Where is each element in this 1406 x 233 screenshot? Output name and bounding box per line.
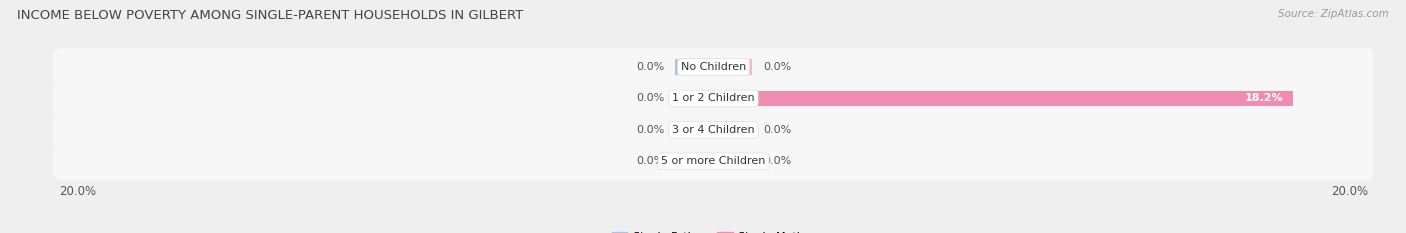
Text: 1 or 2 Children: 1 or 2 Children xyxy=(672,93,755,103)
Text: No Children: No Children xyxy=(681,62,747,72)
Text: INCOME BELOW POVERTY AMONG SINGLE-PARENT HOUSEHOLDS IN GILBERT: INCOME BELOW POVERTY AMONG SINGLE-PARENT… xyxy=(17,9,523,22)
Bar xyxy=(714,91,1292,106)
Text: 18.2%: 18.2% xyxy=(1244,93,1282,103)
Text: 0.0%: 0.0% xyxy=(763,62,792,72)
Text: Source: ZipAtlas.com: Source: ZipAtlas.com xyxy=(1278,9,1389,19)
Text: 0.0%: 0.0% xyxy=(636,93,664,103)
FancyBboxPatch shape xyxy=(53,111,1374,149)
Text: 0.0%: 0.0% xyxy=(636,125,664,135)
Text: 3 or 4 Children: 3 or 4 Children xyxy=(672,125,755,135)
FancyBboxPatch shape xyxy=(53,79,1374,118)
Bar xyxy=(714,59,752,75)
Bar xyxy=(714,122,752,138)
Text: 0.0%: 0.0% xyxy=(636,156,664,166)
FancyBboxPatch shape xyxy=(53,142,1374,181)
Text: 0.0%: 0.0% xyxy=(763,156,792,166)
Text: 0.0%: 0.0% xyxy=(636,62,664,72)
Legend: Single Father, Single Mother: Single Father, Single Mother xyxy=(607,227,820,233)
Text: 0.0%: 0.0% xyxy=(763,125,792,135)
Bar xyxy=(675,59,714,75)
Text: 5 or more Children: 5 or more Children xyxy=(661,156,766,166)
FancyBboxPatch shape xyxy=(53,48,1374,86)
Bar xyxy=(675,122,714,138)
Bar xyxy=(714,154,752,169)
Bar xyxy=(675,154,714,169)
Bar xyxy=(675,91,714,106)
